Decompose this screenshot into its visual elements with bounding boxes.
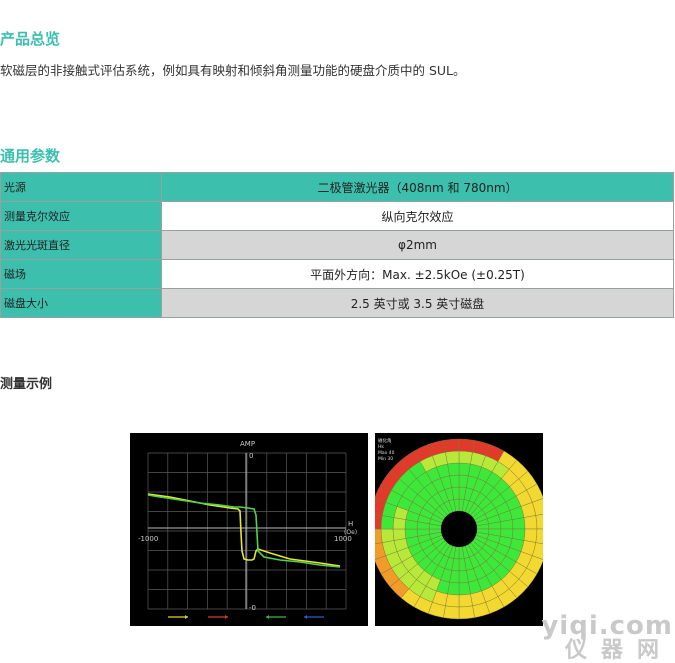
param-value: 平面外方向：Max. ±2.5kOe (±0.25T) [161, 259, 674, 289]
disk-sector [443, 438, 460, 453]
x-right-label: 1000 [334, 535, 352, 543]
table-row: 磁场 平面外方向：Max. ±2.5kOe (±0.25T) [0, 259, 674, 289]
disk-sector [523, 515, 538, 530]
param-key: 光源 [0, 172, 162, 202]
disk-sectors [375, 438, 543, 620]
table-row: 光源 二极管激光器（408nm 和 780nm） [0, 172, 674, 202]
legend-line: 磁化角 [378, 437, 392, 444]
legend-line: Max 40 [378, 450, 395, 456]
param-key: 磁盘大小 [0, 288, 162, 318]
watermark-line1: yiqi.com [541, 611, 673, 641]
example-title: 测量示例 [0, 377, 53, 392]
disk-sector [380, 528, 395, 543]
watermark: yiqi.com 仪器网 [541, 613, 673, 663]
disk-sector [526, 483, 543, 503]
disk-sector [375, 542, 386, 560]
disk-sector [375, 498, 386, 516]
disk-sector [511, 517, 526, 530]
disk-sector [535, 513, 543, 530]
disk-sector [375, 555, 392, 575]
disk-sector [532, 498, 543, 516]
legend-arrows [168, 615, 324, 619]
disk-sector [380, 515, 395, 530]
disk-sector [535, 528, 543, 545]
disk-sector [392, 528, 407, 541]
table-row: 激光光斑直径 φ2mm [0, 230, 674, 260]
params-title: 通用参数 [0, 147, 61, 165]
params-table: 光源 二极管激光器（408nm 和 780nm） 测量克尔效应 纵向克尔效应 激… [0, 172, 674, 318]
watermark-line2: 仪器网 [564, 638, 673, 663]
overview-title: 产品总览 [0, 30, 61, 48]
curve-yellow [147, 493, 341, 567]
disk-sector [458, 450, 473, 465]
disk-sector [523, 528, 538, 543]
disk-sector [532, 542, 543, 560]
disk-sector [458, 593, 473, 608]
x-axis-unit: (Oe) [344, 529, 357, 536]
hysteresis-chart: AMP 0 -0 -1000 1000 H (Oe) [130, 433, 368, 626]
chart-title: AMP [240, 440, 255, 448]
x-left-label: -1000 [138, 535, 158, 543]
param-key: 测量克尔效应 [0, 201, 162, 231]
disk-sector [445, 593, 460, 608]
legend-line: Min 30 [378, 456, 393, 462]
disk-sector [443, 605, 460, 620]
legend-line: Hk [378, 444, 384, 450]
param-value: 2.5 英寸或 3.5 英寸磁盘 [161, 288, 674, 318]
curve-green [147, 494, 341, 568]
disk-sector [445, 450, 460, 465]
overview-text: 软磁层的非接触式评估系统，例如具有映射和倾斜角测量功能的硬盘介质中的 SUL。 [0, 63, 466, 78]
param-key: 激光光斑直径 [0, 230, 162, 260]
param-value: 纵向克尔效应 [161, 201, 674, 231]
disk-sector [375, 513, 383, 530]
y-bottom-label: -0 [249, 604, 256, 612]
x-axis-label: H [348, 520, 353, 528]
disk-sector [375, 528, 383, 545]
param-value: 二极管激光器（408nm 和 780nm） [161, 172, 674, 202]
disk-sector [458, 605, 475, 620]
disk-map: 磁化角 Hk Max 40 Min 30 [375, 433, 543, 626]
param-key: 磁场 [0, 259, 162, 289]
disk-sector [458, 581, 471, 596]
table-row: 测量克尔效应 纵向克尔效应 [0, 201, 674, 231]
y-top-label: 0 [249, 452, 253, 460]
param-value: φ2mm [161, 230, 674, 260]
disk-sector [447, 462, 460, 477]
disk-sector [458, 438, 475, 453]
table-row: 磁盘大小 2.5 英寸或 3.5 英寸磁盘 [0, 288, 674, 318]
